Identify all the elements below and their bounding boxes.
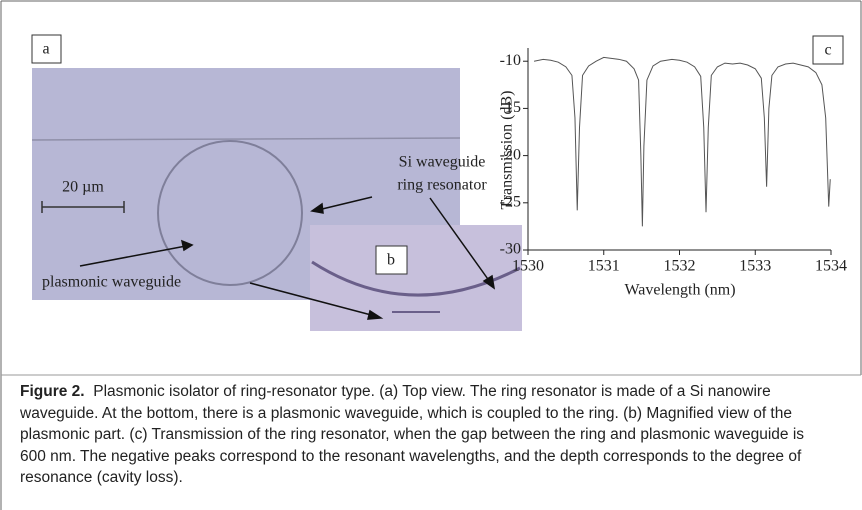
y-tick-label: -10 [500,52,521,69]
x-tick-label: 1531 [588,258,620,275]
arrowhead [367,309,384,320]
ring-label: Si waveguide [399,154,486,171]
y-axis-title: Transmission (dB) [499,91,516,210]
x-axis-title: Wavelength (nm) [624,282,735,299]
caption-label: Figure 2. [20,383,85,400]
label-box [375,245,408,275]
x-tick-label: 1534 [815,258,847,275]
scale-label: 20 µm [62,179,104,196]
panel-label: c [824,42,831,59]
data-line [533,56,831,227]
label-box [812,35,844,65]
arrowhead [180,239,194,252]
y-tick-label: -15 [500,99,521,116]
arrow [79,245,187,267]
label-box [31,34,62,64]
y-tick-label: -30 [500,241,521,258]
caption: Figure 2. Plasmonic isolator of ring-res… [20,381,820,489]
panel-label: a [42,41,49,58]
y-tick-label: -20 [500,146,521,163]
panel-label: b [387,252,395,269]
arrow [317,196,373,211]
ring-label: ring resonator [397,177,487,194]
plasmonic-label: plasmonic waveguide [42,274,181,291]
caption-text: Plasmonic isolator of ring-resonator typ… [20,383,805,486]
arrowhead [482,274,496,290]
arrowhead [310,202,324,214]
waveguide [31,137,461,141]
arrow [429,197,491,283]
x-tick-label: 1533 [739,258,771,275]
x-tick-label: 1530 [512,258,544,275]
arrow [249,282,376,317]
y-tick-label: -25 [500,193,521,210]
x-tick-label: 1532 [664,258,696,275]
ring [157,140,303,286]
